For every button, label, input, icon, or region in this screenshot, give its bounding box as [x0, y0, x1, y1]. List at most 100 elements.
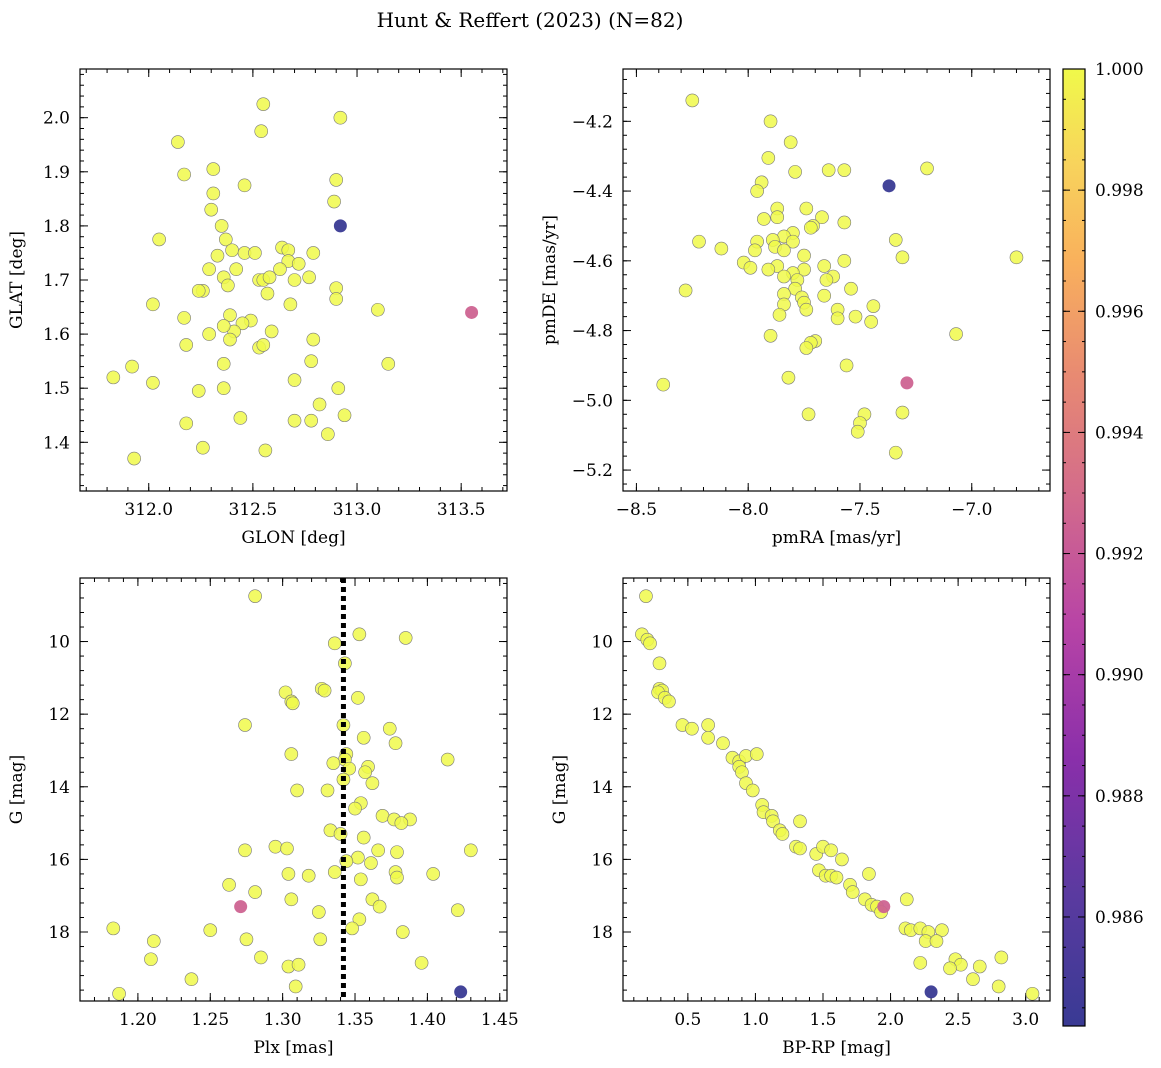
figure-title: Hunt & Reffert (2023) (N=82)	[377, 8, 684, 32]
x-tick-label: 1.30	[264, 1010, 302, 1030]
axes-frame	[622, 577, 1051, 1002]
ticks	[80, 69, 507, 491]
data-point	[991, 979, 1006, 994]
data-point	[288, 979, 303, 994]
data-point	[801, 407, 816, 422]
data-point	[830, 311, 845, 326]
data-point	[716, 736, 730, 751]
y-tick-label: 12	[48, 705, 70, 725]
data-point	[395, 925, 410, 939]
data-point	[204, 202, 219, 217]
data-point	[643, 636, 657, 651]
data-point	[1025, 986, 1040, 1001]
data-point	[206, 162, 221, 176]
data-point	[312, 905, 326, 919]
data-point	[817, 259, 832, 273]
data-point	[287, 373, 302, 387]
data-point	[112, 986, 126, 1001]
data-point	[146, 375, 160, 390]
data-point	[803, 220, 818, 235]
data-point	[329, 292, 344, 306]
x-axis-label: BP-RP [mag]	[782, 1038, 891, 1058]
data-point	[214, 219, 229, 233]
data-point	[817, 288, 832, 303]
data-point	[264, 324, 279, 339]
data-point	[899, 892, 914, 907]
data-point	[306, 332, 321, 347]
data-point	[824, 843, 838, 858]
data-point	[179, 416, 194, 431]
data-point	[745, 783, 760, 798]
y-tick-label: −4.8	[572, 322, 613, 342]
y-tick-label: 1.9	[43, 163, 70, 183]
data-point	[216, 381, 231, 396]
data-point	[920, 161, 934, 176]
x-tick-label: 1.0	[742, 1010, 769, 1030]
data-point	[285, 696, 300, 711]
data-point	[233, 411, 248, 425]
data-point	[440, 752, 455, 767]
data-point	[222, 878, 236, 892]
y-tick-label: 2.0	[43, 109, 70, 129]
colorbar-tick-label: 0.992	[1095, 545, 1144, 565]
data-point	[929, 934, 944, 948]
y-axis-label: G [mag]	[7, 755, 27, 824]
data-point	[848, 309, 863, 324]
data-point	[692, 234, 706, 249]
data-point	[749, 747, 764, 761]
data-point	[248, 885, 262, 899]
data-point	[913, 956, 928, 970]
data-point	[284, 747, 299, 761]
data-point	[127, 451, 141, 466]
colorbar-tick-label: 0.994	[1095, 423, 1144, 443]
data-point	[450, 903, 465, 918]
data-point	[304, 354, 319, 368]
data-point	[837, 254, 852, 268]
x-tick-label: 313.0	[333, 500, 382, 520]
x-tick-label: 0.5	[674, 1010, 701, 1030]
x-tick-label: 1.40	[408, 1010, 446, 1030]
x-tick-label: 1.25	[191, 1010, 229, 1030]
y-tick-label: −4.4	[572, 182, 613, 202]
data-point	[777, 243, 791, 258]
data-point	[352, 912, 367, 927]
data-point	[761, 262, 776, 277]
data-point	[202, 327, 216, 341]
data-point	[365, 776, 380, 790]
y-tick-label: 1.4	[43, 433, 70, 453]
data-point	[685, 721, 699, 736]
data-point	[935, 923, 949, 937]
y-tick-label: 18	[48, 923, 70, 943]
y-tick-label: 1.8	[43, 217, 70, 237]
data-point-low-probability	[877, 900, 891, 914]
data-point	[352, 627, 367, 642]
y-tick-label: 12	[591, 705, 613, 725]
data-point	[772, 308, 787, 322]
data-point	[210, 248, 225, 263]
data-point	[281, 867, 296, 881]
y-tick-label: −5.2	[572, 461, 613, 481]
data-point	[291, 957, 306, 972]
data-point	[184, 972, 199, 987]
data-point	[652, 656, 667, 671]
data-point	[329, 173, 344, 187]
y-tick-label: −4.6	[572, 252, 613, 272]
data-point	[216, 357, 231, 371]
data-point	[351, 850, 365, 865]
data-point	[203, 923, 218, 937]
colorbar-tick-label: 0.990	[1095, 666, 1144, 686]
proper-motion-panel: −8.5 −8.0 −7.5 −7.0 −5.2 −5.0 −4.8 −4.6 −4.4 −4.2…	[540, 68, 1051, 548]
data-point	[382, 721, 397, 736]
data-point	[254, 950, 268, 965]
y-tick-label: −5.0	[572, 391, 613, 411]
scatter-points	[635, 589, 1040, 1001]
data-point	[152, 232, 166, 247]
data-point	[320, 783, 335, 798]
data-point	[783, 135, 798, 150]
scatter-points	[106, 578, 478, 1001]
data-point	[237, 178, 252, 193]
data-point	[313, 932, 328, 947]
data-point	[291, 256, 306, 271]
scatter-points	[656, 93, 1024, 460]
data-point	[146, 297, 160, 312]
